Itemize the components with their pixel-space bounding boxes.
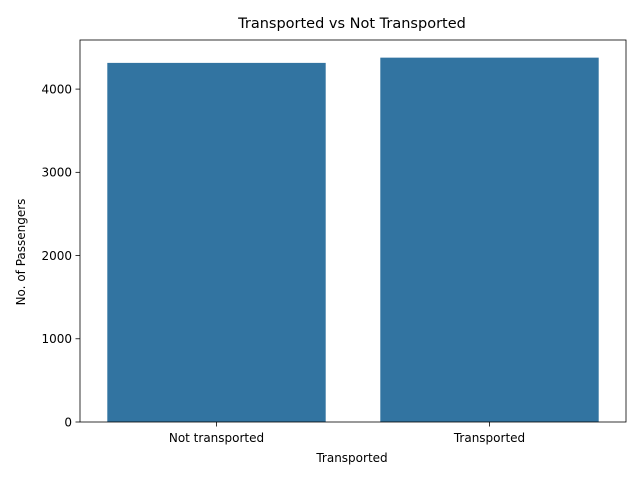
y-tick-label: 1000 bbox=[41, 332, 72, 346]
y-tick-label: 2000 bbox=[41, 249, 72, 263]
ticks-layer: Not transported Transported 0 1000 2000 3000 4… bbox=[41, 82, 525, 445]
chart-title: Transported vs Not Transported bbox=[237, 16, 466, 32]
axes-layer bbox=[79, 39, 627, 423]
plot-frame bbox=[79, 39, 627, 423]
bar-transported bbox=[380, 57, 599, 422]
x-axis-label: Transported bbox=[315, 451, 387, 465]
y-tick-label: 0 bbox=[64, 415, 72, 429]
bar-not-transported bbox=[107, 62, 326, 422]
y-tick-label: 4000 bbox=[41, 82, 72, 96]
y-tick-label: 3000 bbox=[41, 166, 72, 180]
x-tick-label: Not transported bbox=[169, 431, 264, 445]
y-axis-label: No. of Passengers bbox=[14, 199, 28, 306]
bars-layer bbox=[107, 57, 599, 422]
x-tick-label: Transported bbox=[453, 431, 525, 445]
